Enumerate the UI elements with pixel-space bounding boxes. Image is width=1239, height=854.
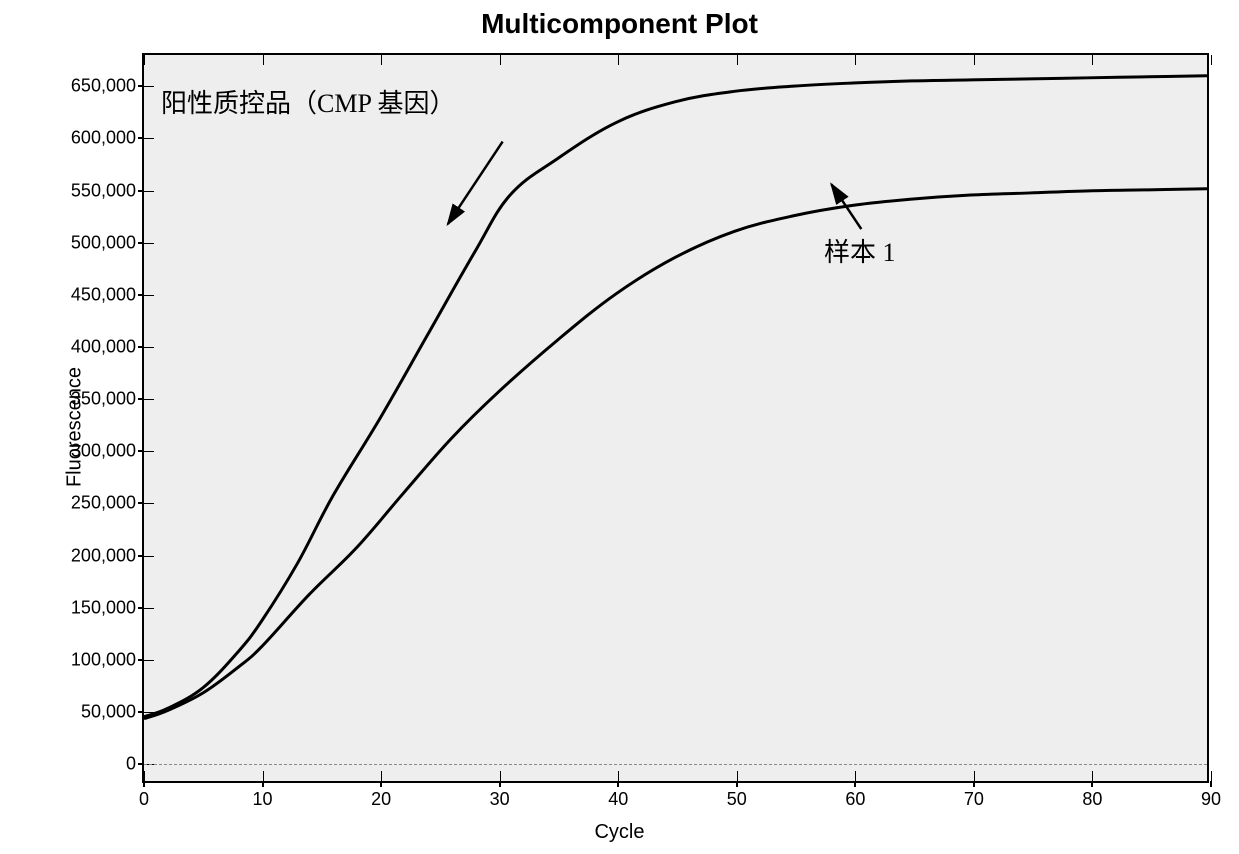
series-sample_1	[144, 189, 1207, 719]
plot-area: 050,000100,000150,000200,000250,000300,0…	[142, 53, 1209, 783]
annotation-arrow-positive_control_label	[448, 142, 503, 225]
x-axis-label: Cycle	[0, 821, 1239, 844]
annotation-sample_1_label: 样本 1	[824, 232, 896, 269]
y-tick-label: 250,000	[71, 493, 144, 514]
y-tick-label: 550,000	[71, 180, 144, 201]
y-tick-label: 300,000	[71, 441, 144, 462]
y-tick-label: 350,000	[71, 389, 144, 410]
y-axis-label: Fluorescence	[64, 367, 87, 487]
y-tick-label: 100,000	[71, 649, 144, 670]
y-tick-label: 400,000	[71, 337, 144, 358]
zero-reference-line	[144, 764, 1207, 765]
y-tick-label: 600,000	[71, 128, 144, 149]
y-tick-label: 150,000	[71, 597, 144, 618]
series-positive_control_cmp	[144, 76, 1207, 717]
annotation-positive_control_label: 阳性质控品（CMP 基因）	[161, 83, 456, 120]
y-tick-label: 450,000	[71, 284, 144, 305]
chart-title: Multicomponent Plot	[0, 8, 1239, 40]
chart-container: Multicomponent Plot Fluorescence Cycle 0…	[0, 0, 1239, 854]
y-tick-label: 650,000	[71, 76, 144, 97]
y-tick-label: 50,000	[81, 702, 144, 723]
chart-svg	[144, 55, 1207, 781]
y-tick-label: 200,000	[71, 545, 144, 566]
y-tick-label: 500,000	[71, 232, 144, 253]
